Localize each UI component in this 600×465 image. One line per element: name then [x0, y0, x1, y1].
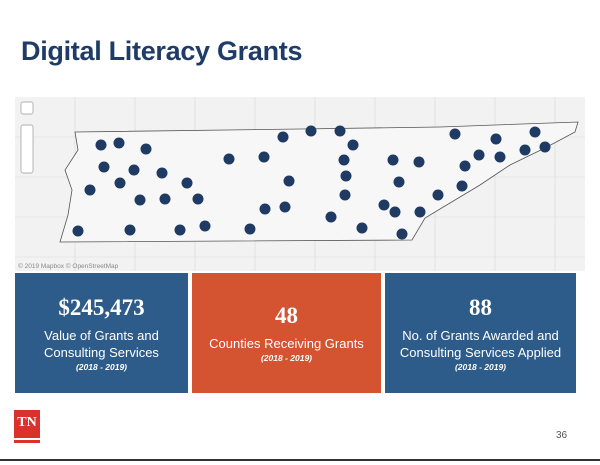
grant-marker[interactable] — [393, 176, 405, 188]
grant-marker[interactable] — [174, 224, 186, 236]
grant-marker[interactable] — [387, 154, 399, 166]
grant-marker[interactable] — [113, 137, 125, 149]
grant-marker[interactable] — [519, 144, 531, 156]
grant-marker[interactable] — [159, 193, 171, 205]
grant-marker[interactable] — [244, 223, 256, 235]
grant-marker[interactable] — [490, 133, 502, 145]
grant-marker[interactable] — [413, 156, 425, 168]
grant-marker[interactable] — [72, 225, 84, 237]
grant-marker[interactable] — [539, 141, 551, 153]
stat-period: (2018 - 2019) — [75, 362, 128, 372]
grant-marker[interactable] — [199, 220, 211, 232]
grant-marker[interactable] — [140, 143, 152, 155]
grant-marker[interactable] — [223, 153, 235, 165]
grant-marker[interactable] — [334, 125, 346, 137]
grant-marker[interactable] — [156, 167, 168, 179]
grant-marker[interactable] — [389, 206, 401, 218]
grant-marker[interactable] — [258, 151, 270, 163]
grant-marker[interactable] — [356, 222, 368, 234]
grant-marker[interactable] — [494, 151, 506, 163]
grant-marker[interactable] — [181, 177, 193, 189]
grant-marker[interactable] — [340, 170, 352, 182]
stat-value: $245,473 — [58, 295, 145, 320]
grant-marker[interactable] — [279, 201, 291, 213]
grant-marker[interactable] — [529, 126, 541, 138]
stat-value: 88 — [469, 295, 492, 320]
map-attribution: © 2019 Mapbox © OpenStreetMap — [18, 263, 119, 270]
grant-marker[interactable] — [277, 131, 289, 143]
grant-marker[interactable] — [459, 160, 471, 172]
grant-marker[interactable] — [124, 224, 136, 236]
slide-title: Digital Literacy Grants — [21, 36, 303, 66]
stat-label: No. of Grants Awarded and Consulting Ser… — [399, 328, 562, 360]
grant-marker[interactable] — [114, 177, 126, 189]
grant-marker[interactable] — [95, 139, 107, 151]
grant-markers — [72, 125, 551, 240]
grant-marker[interactable] — [338, 154, 350, 166]
stat-period: (2018 - 2019) — [260, 353, 313, 363]
grant-marker[interactable] — [259, 203, 271, 215]
logo-bar — [14, 440, 40, 443]
grant-marker[interactable] — [396, 228, 408, 240]
map: © 2019 Mapbox © OpenStreetMap — [15, 97, 585, 271]
grant-marker[interactable] — [449, 128, 461, 140]
grant-marker[interactable] — [456, 180, 468, 192]
grant-marker[interactable] — [305, 125, 317, 137]
stat-period: (2018 - 2019) — [454, 362, 507, 372]
stat-card: 48 Counties Receiving Grants (2018 - 201… — [192, 273, 381, 393]
tool-group[interactable] — [20, 124, 34, 174]
grant-marker[interactable] — [325, 211, 337, 223]
grant-marker[interactable] — [283, 175, 295, 187]
map-tools — [20, 101, 34, 174]
logo: TN — [14, 410, 40, 438]
stat-label: Value of Grants and Consulting Services — [44, 328, 159, 360]
stat-card: $245,473 Value of Grants and Consulting … — [15, 273, 188, 393]
grant-marker[interactable] — [473, 149, 485, 161]
grant-marker[interactable] — [414, 206, 426, 218]
grant-marker[interactable] — [84, 184, 96, 196]
footer-rule — [0, 459, 600, 461]
grant-marker[interactable] — [347, 139, 359, 151]
grant-marker[interactable] — [134, 194, 146, 206]
grant-marker[interactable] — [339, 189, 351, 201]
grant-marker[interactable] — [192, 193, 204, 205]
zoom-tool[interactable] — [20, 101, 34, 115]
grant-marker[interactable] — [378, 199, 390, 211]
state-outline — [59, 121, 579, 243]
grant-marker[interactable] — [98, 161, 110, 173]
stat-label: Counties Receiving Grants — [209, 336, 364, 351]
stat-card: 88 No. of Grants Awarded and Consulting … — [385, 273, 576, 393]
stat-value: 48 — [275, 303, 298, 328]
page-number: 36 — [556, 430, 568, 441]
map-canvas — [15, 97, 585, 271]
grant-marker[interactable] — [128, 164, 140, 176]
grant-marker[interactable] — [432, 189, 444, 201]
